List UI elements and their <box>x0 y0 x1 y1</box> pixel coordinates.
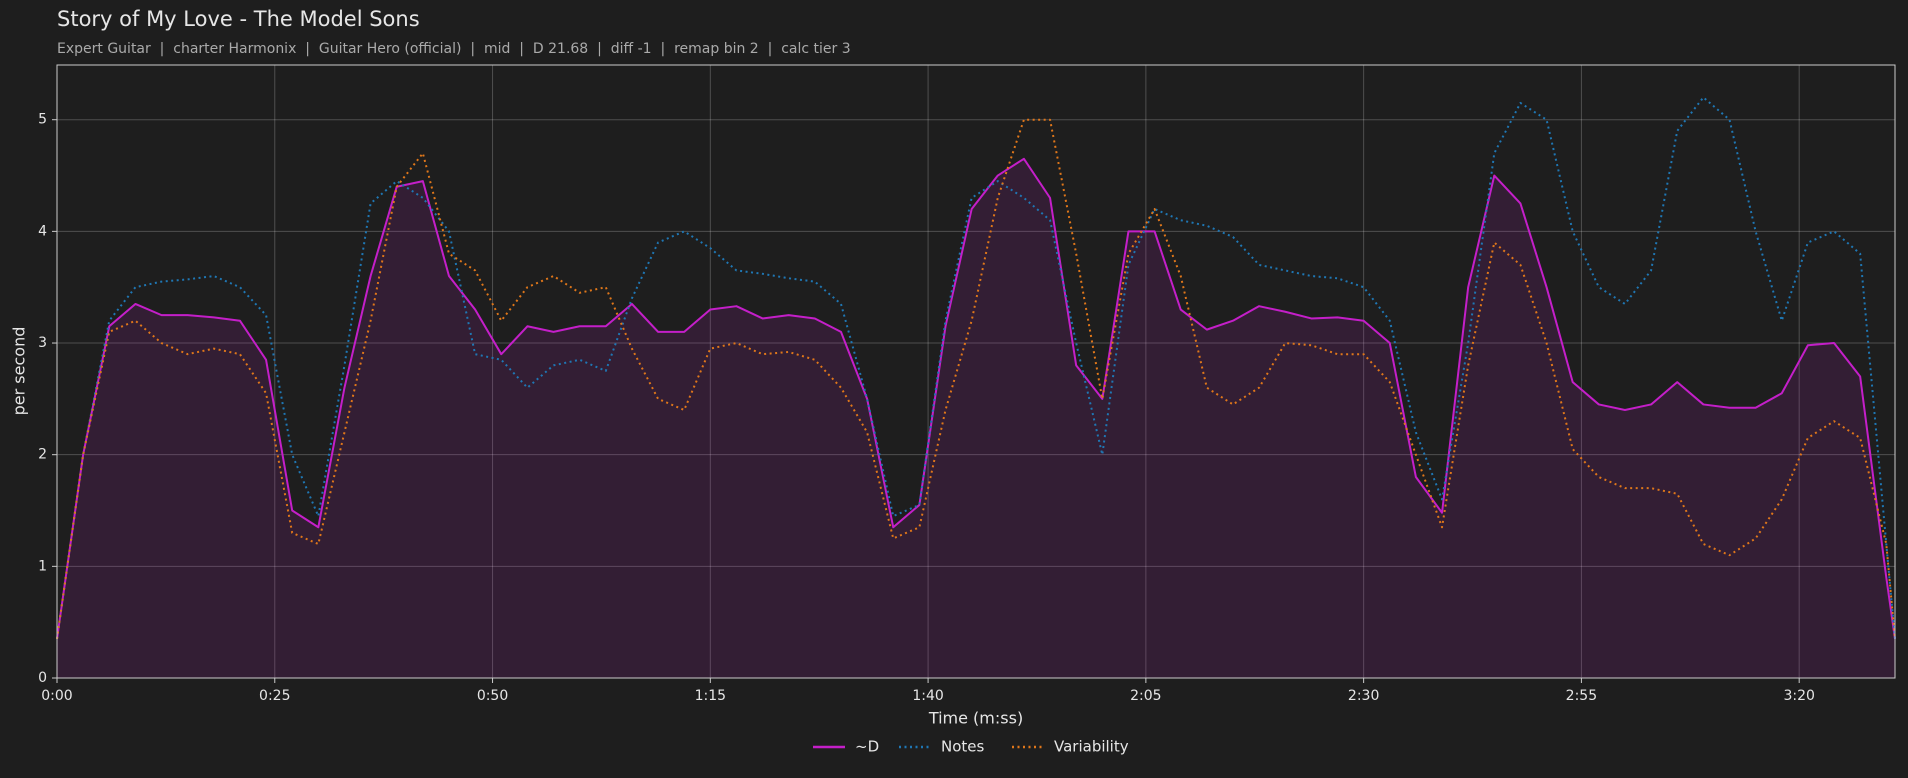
y-tick-label: 0 <box>38 670 47 686</box>
y-tick-label: 4 <box>38 223 47 239</box>
plot-frame <box>56 64 1896 679</box>
x-tick-label: 1:40 <box>912 688 943 704</box>
x-axis-label: Time (m:ss) <box>928 709 1023 728</box>
area-fill <box>57 158 1895 679</box>
y-tick-label: 3 <box>38 335 47 351</box>
series-line <box>56 157 1896 640</box>
y-tick-label: 1 <box>38 558 47 574</box>
x-tick-label: 0:25 <box>259 688 290 704</box>
chart-subtitle: Expert Guitar | charter Harmonix | Guita… <box>57 41 851 57</box>
y-tick-label: 5 <box>38 112 47 128</box>
x-tick-label: 2:55 <box>1566 688 1597 704</box>
grid <box>56 65 1895 679</box>
x-tick-label: 0:00 <box>41 688 72 704</box>
series-line <box>56 118 1896 640</box>
plot-background <box>57 65 1895 678</box>
y-tick-label: 2 <box>38 447 47 463</box>
x-tick-label: 2:05 <box>1130 688 1161 704</box>
x-tick-label: 1:15 <box>695 688 726 704</box>
x-tick-label: 0:50 <box>477 688 508 704</box>
chart-title: Story of My Love - The Model Sons <box>57 7 420 31</box>
x-tick-label: 3:20 <box>1783 688 1814 704</box>
plot-area <box>56 96 1896 679</box>
y-axis-label: per second <box>10 327 29 416</box>
legend-label: Variability <box>1054 738 1129 756</box>
legend: ~D Notes Variability <box>813 738 1129 756</box>
x-tick-label: 2:30 <box>1348 688 1379 704</box>
legend-label: Notes <box>941 738 985 756</box>
axes: 0 1 2 3 4 5 0:00 0:25 0:50 1:15 1:40 2:05 2:30 2:55 3:… <box>38 64 1896 704</box>
legend-label: ~D <box>855 738 879 756</box>
